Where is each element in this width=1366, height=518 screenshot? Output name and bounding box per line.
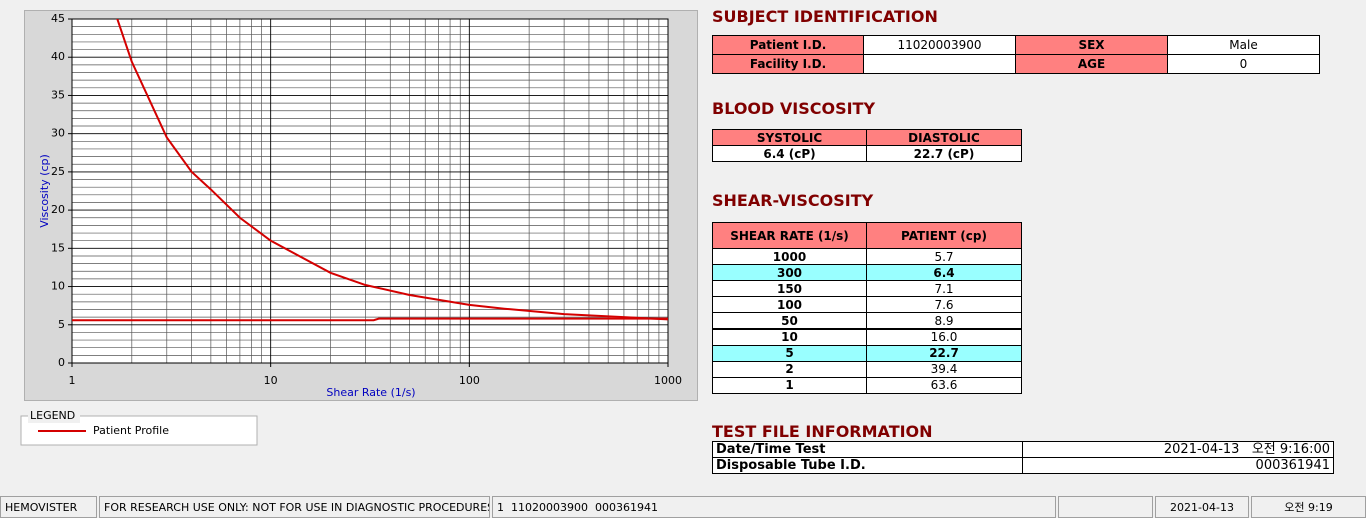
y-tick-label: 15	[51, 241, 65, 254]
field-value: 000361941	[1022, 457, 1334, 474]
section-title: TEST FILE INFORMATION	[712, 422, 933, 441]
legend-title-bg	[28, 409, 80, 423]
y-tick-label: 0	[58, 356, 65, 369]
section-title: SUBJECT IDENTIFICATION	[712, 7, 938, 26]
field-label: Patient I.D.	[712, 35, 864, 55]
status-segment	[1058, 496, 1153, 518]
viscosity: 39.4	[866, 360, 1022, 378]
field-label: Disposable Tube I.D.	[712, 457, 1023, 474]
series-group	[72, 19, 668, 322]
shear-rate: 100	[712, 296, 867, 314]
column-header: SYSTOLIC	[712, 129, 867, 146]
status-segment: 오전 9:19	[1251, 496, 1366, 518]
x-tick-label: 100	[459, 374, 480, 387]
viscosity: 22.7	[866, 344, 1022, 362]
viscosity-value: 22.7 (cP)	[866, 145, 1022, 162]
field-value: 11020003900	[863, 35, 1016, 55]
y-tick-label: 30	[51, 127, 65, 140]
x-tick-label: 1000	[654, 374, 682, 387]
shear-rate: 1000	[712, 248, 867, 266]
viscosity: 6.4	[866, 264, 1022, 282]
column-header: DIASTOLIC	[866, 129, 1022, 146]
shear-rate: 50	[712, 312, 867, 330]
legend-title: LEGEND	[30, 409, 75, 422]
viscosity: 8.9	[866, 312, 1022, 330]
x-tick-label: 10	[264, 374, 278, 387]
status-segment: HEMOVISTER	[0, 496, 97, 518]
field-label: Facility I.D.	[712, 54, 864, 74]
chart: Shear Rate (1/s) Viscosity (cp) LEGEND 0…	[20, 12, 682, 446]
status-segment: 2021-04-13	[1155, 496, 1249, 518]
field-value: Male	[1167, 35, 1320, 55]
shear-rate: 2	[712, 360, 867, 378]
field-label: Date/Time Test	[712, 441, 1023, 458]
viscosity: 16.0	[866, 328, 1022, 346]
shear-rate: 150	[712, 280, 867, 298]
y-tick-label: 40	[51, 50, 65, 63]
series-line	[72, 317, 668, 322]
column-header: PATIENT (cp)	[866, 222, 1022, 249]
shear-rate: 300	[712, 264, 867, 282]
y-tick-label: 5	[58, 318, 65, 331]
field-value: 0	[1167, 54, 1320, 74]
section-title: BLOOD VISCOSITY	[712, 99, 876, 118]
y-tick-label: 10	[51, 280, 65, 293]
viscosity: 7.1	[866, 280, 1022, 298]
field-label: AGE	[1015, 54, 1168, 74]
x-axis-label: Shear Rate (1/s)	[326, 386, 415, 399]
column-header: SHEAR RATE (1/s)	[712, 222, 867, 249]
viscosity-value: 6.4 (cP)	[712, 145, 867, 162]
y-axis-label: Viscosity (cp)	[38, 154, 51, 228]
y-tick-label: 45	[51, 12, 65, 25]
viscosity: 5.7	[866, 248, 1022, 266]
viscosity: 7.6	[866, 296, 1022, 314]
series-line	[116, 19, 668, 321]
shear-rate: 10	[712, 328, 867, 346]
field-value: 2021-04-13 오전 9:16:00	[1022, 441, 1334, 458]
status-segment: 1 11020003900 000361941	[492, 496, 1056, 518]
shear-rate: 1	[712, 376, 867, 394]
status-segment: FOR RESEARCH USE ONLY: NOT FOR USE IN DI…	[99, 496, 490, 518]
y-tick-label: 35	[51, 88, 65, 101]
plot-area	[71, 18, 669, 364]
y-tick-label: 20	[51, 203, 65, 216]
field-value	[863, 54, 1016, 74]
field-label: SEX	[1015, 35, 1168, 55]
x-tick-label: 1	[69, 374, 76, 387]
y-tick-label: 25	[51, 165, 65, 178]
viscosity: 63.6	[866, 376, 1022, 394]
section-title: SHEAR-VISCOSITY	[712, 191, 874, 210]
legend-label: Patient Profile	[93, 424, 169, 437]
shear-rate: 5	[712, 344, 867, 362]
